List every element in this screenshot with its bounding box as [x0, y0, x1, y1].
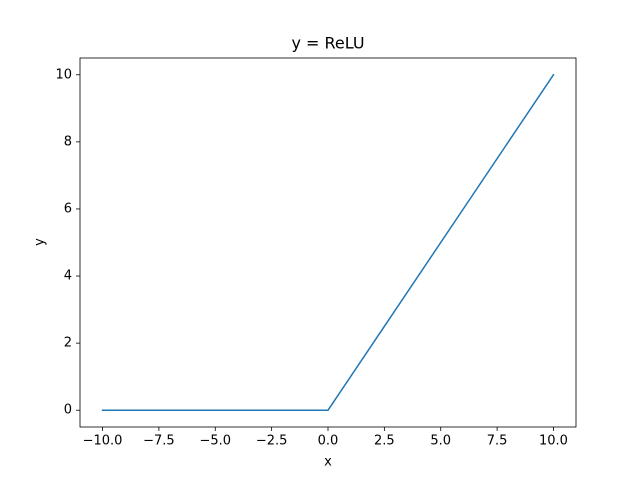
y-axis-label: y [33, 238, 48, 246]
x-tick-label: −5.0 [199, 434, 231, 449]
x-tick-label: 7.5 [487, 434, 508, 449]
x-tick-label: 10.0 [539, 434, 568, 449]
y-tick-label: 4 [64, 269, 72, 284]
x-tick-label: −2.5 [256, 434, 288, 449]
x-tick-label: 5.0 [430, 434, 451, 449]
y-tick-label: 2 [64, 336, 72, 351]
x-tick-label: 2.5 [374, 434, 395, 449]
line-series [101, 73, 555, 411]
x-axis-label: x [324, 455, 332, 470]
x-tick-label: −10.0 [83, 434, 123, 449]
y-tick-label: 6 [64, 201, 72, 216]
y-tick-label: 0 [64, 403, 72, 418]
x-tick-label: 0.0 [318, 434, 339, 449]
chart-title: y = ReLU [291, 34, 364, 53]
y-tick-label: 10 [55, 67, 72, 82]
y-tick-label: 8 [64, 134, 72, 149]
x-tick-label: −7.5 [143, 434, 175, 449]
plot-frame [79, 57, 577, 428]
